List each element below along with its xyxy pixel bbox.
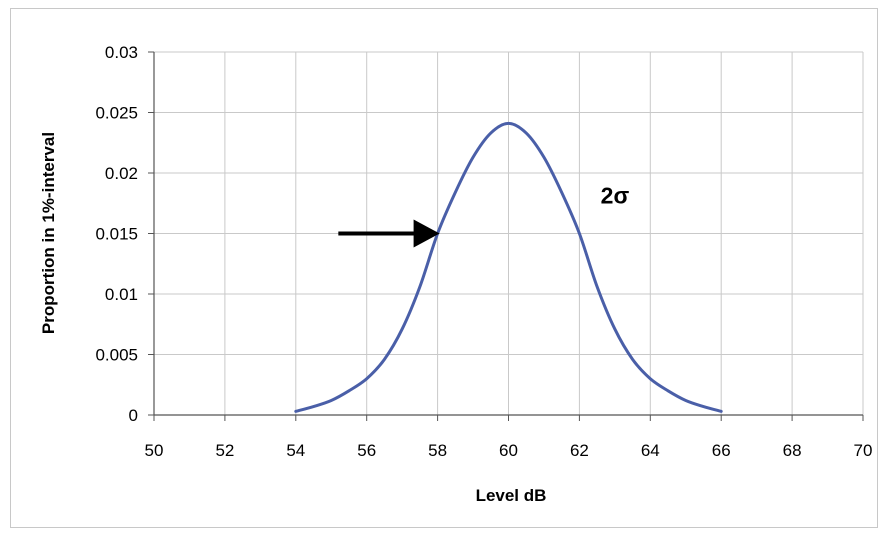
- x-tick-label-7: 64: [641, 441, 660, 460]
- chart-frame: [10, 8, 878, 528]
- x-tick-label-2: 54: [286, 441, 305, 460]
- annotations: 2σ: [338, 182, 630, 248]
- annotation-sigma: 2σ: [601, 182, 630, 208]
- x-tick-label-9: 68: [783, 441, 802, 460]
- series-layer: [294, 121, 723, 413]
- y-tick-label-6: 0.03: [105, 43, 138, 62]
- x-tick-label-0: 50: [145, 441, 164, 460]
- grid: [153, 51, 864, 416]
- y-tick-label-0: 0: [129, 406, 138, 425]
- x-tick-label-5: 60: [499, 441, 518, 460]
- axes: [148, 51, 864, 421]
- y-axis-title: Proportion in 1%-interval: [39, 132, 58, 334]
- y-tick-label-5: 0.025: [95, 104, 138, 123]
- x-tick-label-10: 70: [854, 441, 873, 460]
- x-tick-label-4: 58: [428, 441, 447, 460]
- x-tick-label-6: 62: [570, 441, 589, 460]
- series-line-0: [294, 121, 723, 413]
- x-tick-label-8: 66: [712, 441, 731, 460]
- arrow-head: [413, 219, 440, 248]
- x-tick-label-3: 56: [357, 441, 376, 460]
- x-tick-label-1: 52: [215, 441, 234, 460]
- y-tick-label-4: 0.02: [105, 164, 138, 183]
- y-tick-label-2: 0.01: [105, 285, 138, 304]
- y-tick-label-3: 0.015: [95, 225, 138, 244]
- x-axis-title: Level dB: [476, 486, 547, 505]
- y-tick-label-1: 0.005: [95, 346, 138, 365]
- tick-labels: 50 52 54 56 58 60 62 64 66 68 70 0 0.005 0.01 0.015 0.0…: [95, 43, 872, 460]
